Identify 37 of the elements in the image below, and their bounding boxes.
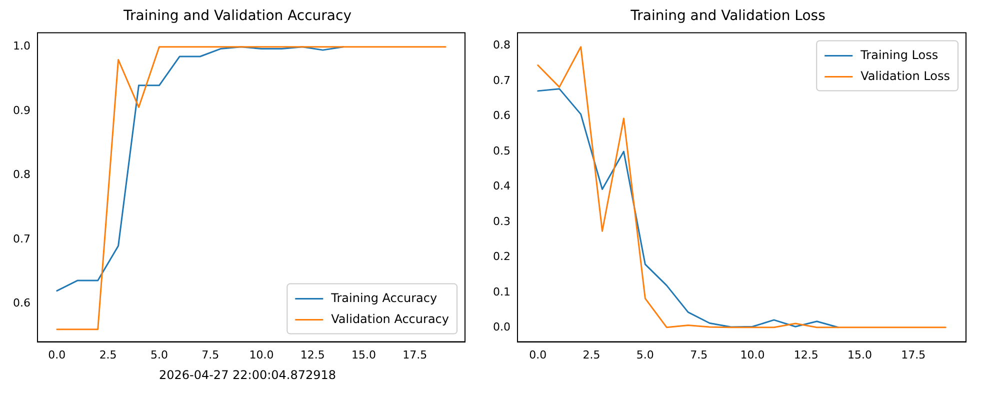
x-tick-label: 2.5: [99, 348, 117, 362]
legend-label: Validation Loss: [860, 68, 950, 83]
x-tick-label: 2.5: [582, 348, 600, 362]
x-tick-label: 5.0: [150, 348, 168, 362]
y-tick-label: 0.1: [492, 285, 510, 298]
x-tick-label: 0.0: [529, 348, 547, 362]
x-tick-label: 7.5: [202, 348, 220, 362]
x-tick-label: 7.5: [690, 348, 708, 362]
y-tick-label: 1.0: [12, 40, 30, 53]
chart-title: Training and Validation Loss: [630, 8, 826, 24]
x-tick-label: 10.0: [249, 348, 274, 362]
x-tick-label: 5.0: [636, 348, 654, 362]
x-tick-label: 12.5: [794, 348, 818, 362]
y-tick-label: 0.4: [492, 180, 510, 193]
y-tick-label: 0.8: [12, 168, 30, 182]
x-tick-label: 15.0: [848, 348, 872, 362]
y-tick-label: 0.0: [492, 320, 510, 334]
y-tick-label: 0.6: [492, 109, 510, 122]
x-tick-label: 15.0: [352, 348, 376, 362]
y-tick-label: 0.9: [12, 104, 30, 117]
y-tick-label: 0.7: [492, 74, 510, 87]
x-tick-label: 10.0: [740, 348, 765, 362]
y-tick-label: 0.6: [12, 296, 30, 310]
x-tick-label: 17.5: [402, 348, 428, 362]
y-tick-label: 0.8: [492, 38, 510, 52]
y-tick-label: 0.3: [492, 214, 510, 228]
text: 2026-04-27 22:00:04.872918: [158, 368, 336, 382]
chart-title: Training and Validation Accuracy: [122, 8, 352, 24]
legend-label: Training Accuracy: [330, 290, 438, 305]
legend-label: Training Loss: [860, 48, 938, 62]
y-tick-label: 0.2: [492, 250, 510, 264]
y-tick-label: 0.7: [12, 232, 30, 246]
y-tick-label: 0.5: [492, 144, 510, 158]
x-tick-label: 12.5: [300, 348, 325, 362]
x-tick-label: 0.0: [48, 348, 66, 362]
legend-label: Validation Accuracy: [331, 312, 450, 326]
x-tick-label: 17.5: [901, 348, 926, 362]
